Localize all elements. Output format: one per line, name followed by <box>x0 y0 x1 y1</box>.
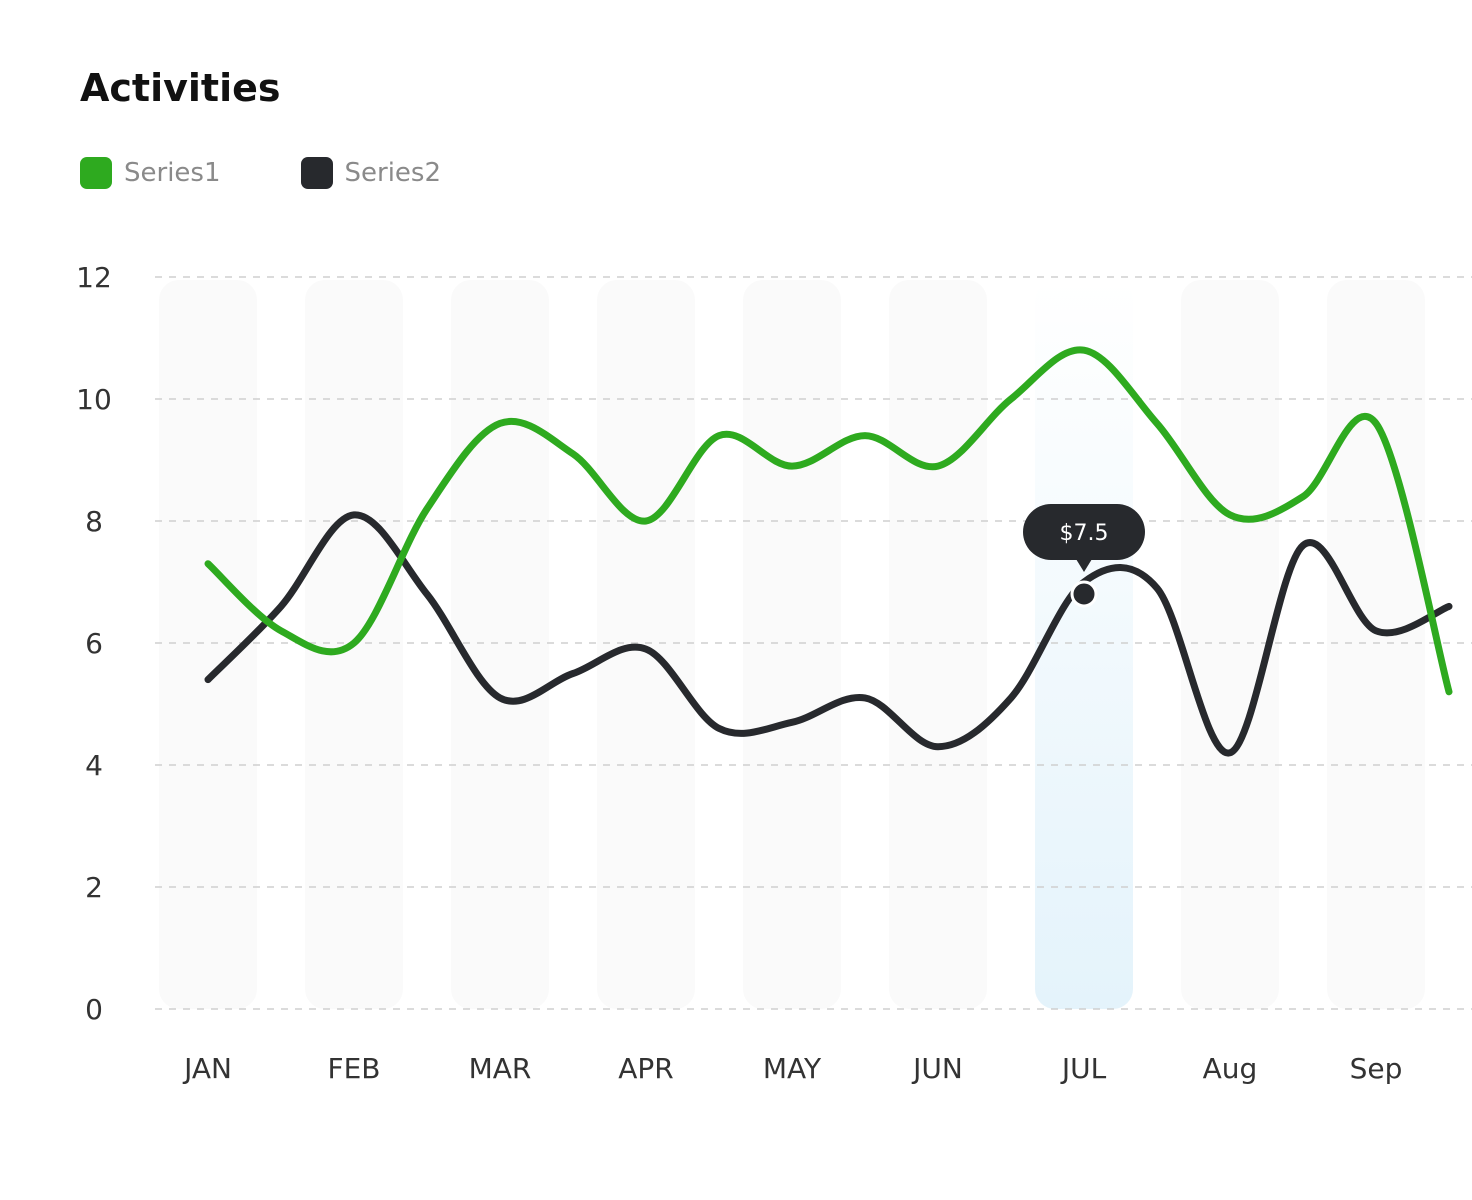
x-tick-label: JUN <box>911 1052 963 1085</box>
column-band <box>1181 280 1279 1009</box>
legend-label-series1: Series1 <box>124 158 221 188</box>
y-tick-label: 0 <box>85 993 103 1026</box>
series2-line[interactable] <box>204 511 1453 757</box>
x-tick-label: Aug <box>1203 1052 1258 1085</box>
x-tick-label: JAN <box>182 1052 232 1085</box>
x-tick-label: APR <box>618 1052 674 1085</box>
chart-title: Activities <box>80 66 281 110</box>
highlight-point[interactable] <box>1070 580 1098 608</box>
column-band <box>451 280 549 1009</box>
y-tick-label: 12 <box>76 261 112 294</box>
column-band <box>159 280 257 1009</box>
tooltip-pointer <box>1076 559 1092 572</box>
legend-item-series1[interactable]: Series1 <box>80 157 221 189</box>
y-tick-label: 10 <box>76 383 112 416</box>
x-tick-label: MAY <box>763 1052 822 1085</box>
column-band <box>597 280 695 1009</box>
y-tick-label: 8 <box>85 505 103 538</box>
x-tick-label: MAR <box>469 1052 532 1085</box>
legend: Series1 Series2 <box>80 157 521 189</box>
tooltip-box <box>1023 504 1145 560</box>
x-tick-label: JUL <box>1060 1052 1107 1085</box>
column-band <box>1327 280 1425 1009</box>
y-tick-label: 6 <box>85 627 103 660</box>
series1-line[interactable] <box>204 346 1453 696</box>
y-tick-label: 4 <box>85 749 103 782</box>
tooltip-label: $7.5 <box>1060 521 1109 546</box>
column-band-highlight <box>1035 280 1133 1009</box>
y-tick-label: 2 <box>85 871 103 904</box>
x-tick-label: Sep <box>1350 1052 1403 1085</box>
legend-item-series2[interactable]: Series2 <box>300 157 442 189</box>
x-tick-label: FEB <box>327 1052 380 1085</box>
legend-label-series2: Series2 <box>344 158 442 188</box>
column-band <box>743 280 841 1009</box>
legend-swatch-series2 <box>300 157 333 189</box>
column-band <box>889 280 987 1009</box>
legend-swatch-series1 <box>80 157 112 189</box>
